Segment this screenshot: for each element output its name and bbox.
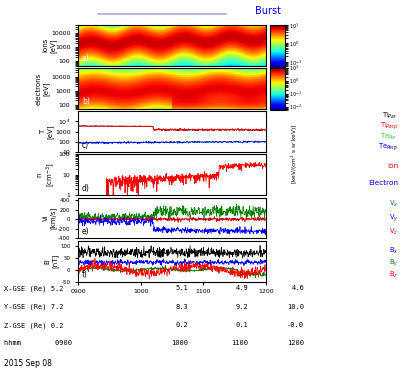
Text: b): b) [82, 97, 90, 106]
Y-axis label: T
[eV]: T [eV] [40, 124, 54, 139]
Y-axis label: n
[cm$^{-3}$]: n [cm$^{-3}$] [37, 162, 57, 187]
Text: 4.6: 4.6 [291, 285, 304, 291]
Text: 5.1: 5.1 [175, 285, 188, 291]
Text: -0.0: -0.0 [287, 322, 304, 328]
Text: Te$_{Par}$: Te$_{Par}$ [380, 132, 398, 142]
Text: 0.1: 0.1 [235, 322, 248, 328]
Y-axis label: ions
[eV]: ions [eV] [43, 38, 56, 52]
Text: hhmm        0900: hhmm 0900 [4, 340, 72, 347]
Text: a): a) [82, 54, 90, 63]
Text: e): e) [82, 227, 89, 236]
Text: X-GSE (Re) 5.2: X-GSE (Re) 5.2 [4, 285, 64, 292]
Text: 1100: 1100 [231, 340, 248, 347]
Text: Ion: Ion [387, 163, 398, 169]
Text: c): c) [82, 141, 89, 150]
Text: Te$_{Perp}$: Te$_{Perp}$ [378, 141, 398, 153]
Text: V$_y$: V$_y$ [389, 212, 398, 224]
Text: Ti$_{Par}$: Ti$_{Par}$ [382, 111, 398, 121]
Text: 1000: 1000 [171, 340, 188, 347]
Text: B$_x$: B$_x$ [389, 246, 398, 256]
Text: V$_z$: V$_z$ [389, 226, 398, 237]
Text: B$_y$: B$_y$ [388, 257, 398, 268]
Text: Burst: Burst [255, 7, 281, 16]
Y-axis label: electrons
[eV]: electrons [eV] [36, 72, 50, 105]
Text: 8.3: 8.3 [175, 304, 188, 310]
Y-axis label: Vi
[km/s]: Vi [km/s] [43, 207, 56, 229]
Text: 10.0: 10.0 [287, 304, 304, 310]
Text: 1200: 1200 [287, 340, 304, 347]
Text: 2015 Sep 08: 2015 Sep 08 [4, 359, 52, 368]
Text: Ti$_{Perp}$: Ti$_{Perp}$ [380, 121, 398, 132]
Text: 9.2: 9.2 [235, 304, 248, 310]
Text: f): f) [82, 270, 88, 280]
Text: Electron: Electron [368, 180, 398, 186]
Text: [keV/(cm$^2$ s sr keV)]: [keV/(cm$^2$ s sr keV)] [290, 123, 300, 183]
Y-axis label: B
[nT]: B [nT] [45, 254, 58, 268]
Text: B$_z$: B$_z$ [389, 269, 398, 280]
Text: Y-GSE (Re) 7.2: Y-GSE (Re) 7.2 [4, 304, 64, 310]
Text: 4.9: 4.9 [235, 285, 248, 291]
Text: 0.2: 0.2 [175, 322, 188, 328]
Text: V$_x$: V$_x$ [389, 199, 398, 210]
Text: d): d) [82, 184, 90, 193]
Text: Z-GSE (Re) 0.2: Z-GSE (Re) 0.2 [4, 322, 64, 329]
